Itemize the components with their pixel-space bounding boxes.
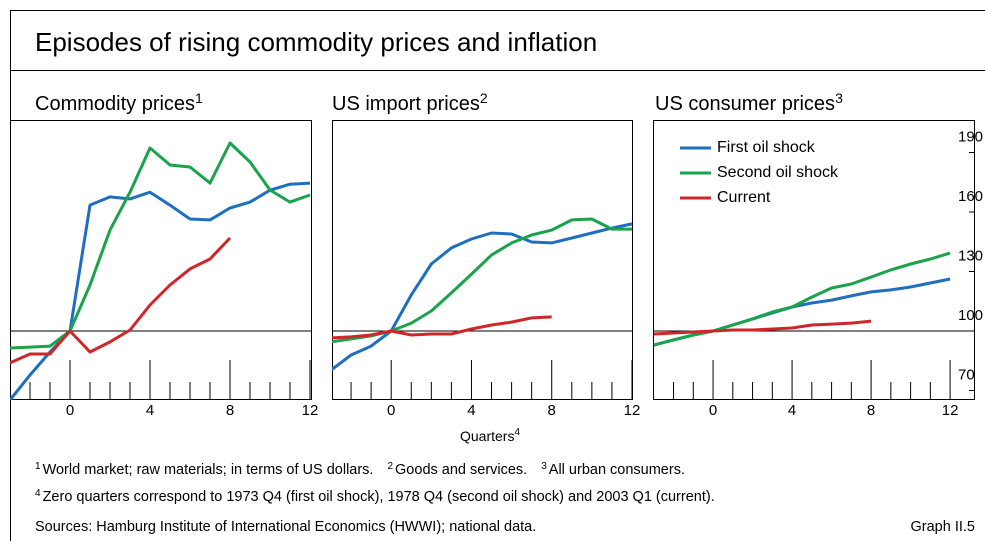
panel: US consumer prices3 0 4 8 12 70 100 130 160 190 Fi… [653, 90, 983, 419]
footnote-marker: 2 [387, 461, 393, 472]
panel-title-note: 3 [835, 90, 843, 106]
panel: US import prices2 0 4 8 12 [332, 90, 641, 419]
x-tick-label: 4 [146, 402, 154, 419]
series-group [10, 141, 311, 400]
x-tick-label: 0 [66, 402, 74, 419]
series-line [10, 141, 311, 350]
series-group [653, 251, 951, 347]
y-tick-label: 190 [958, 128, 983, 145]
footnote-line: 4 Zero quarters correspond to 1973 Q4 (fi… [35, 488, 715, 505]
x-tick-label: 12 [624, 402, 641, 419]
x-axis-label: Quarters4 [460, 427, 520, 444]
x-label: Quarters [460, 428, 514, 444]
panel-title: Commodity prices1 [35, 90, 203, 116]
footnote-marker: 4 [35, 488, 41, 499]
series-line [332, 222, 633, 372]
x-tick-label: 4 [467, 402, 475, 419]
footnote-text: Zero quarters correspond to 1973 Q4 (fir… [43, 489, 715, 505]
legend-label: First oil shock [717, 139, 816, 156]
series-group [332, 217, 633, 372]
graph-label: Graph II.5 [911, 519, 975, 535]
panel: Commodity prices1 0 4 8 12 [10, 90, 318, 419]
x-tick-label: 12 [302, 402, 319, 419]
plot-area [332, 120, 633, 400]
legend-label: Second oil shock [717, 164, 839, 181]
panel-title-text: US consumer prices [655, 93, 835, 115]
legend-label: Current [717, 189, 771, 206]
panel-title-text: US import prices [332, 93, 480, 115]
footnote-marker: 3 [541, 461, 547, 472]
footnote-line: 1 World market; raw materials; in terms o… [35, 461, 685, 478]
x-tick-label: 4 [788, 402, 796, 419]
panel-title-text: Commodity prices [35, 93, 195, 115]
panel-title-note: 2 [480, 90, 488, 106]
panel-title: US consumer prices3 [655, 90, 843, 116]
y-tick-label: 100 [958, 307, 983, 324]
y-tick-label: 160 [958, 188, 983, 205]
x-tick-label: 0 [709, 402, 717, 419]
footnote-text: All urban consumers. [549, 462, 685, 478]
footnote-text: World market; raw materials; in terms of… [43, 462, 374, 478]
x-tick-label: 0 [387, 402, 395, 419]
x-label-note: 4 [514, 427, 520, 438]
panel-title: US import prices2 [332, 90, 488, 116]
x-tick-label: 12 [942, 402, 959, 419]
series-line [653, 319, 872, 336]
x-tick-label: 8 [867, 402, 875, 419]
y-tick-label: 130 [958, 247, 983, 264]
panel-title-note: 1 [195, 90, 203, 106]
sources: Sources: Hamburg Institute of Internatio… [35, 519, 536, 535]
y-tick-label: 70 [958, 366, 975, 383]
plot-area [10, 120, 312, 400]
series-line [332, 315, 552, 340]
x-tick-label: 8 [226, 402, 234, 419]
figure-title: Episodes of rising commodity prices and … [35, 27, 597, 57]
footnote-marker: 1 [35, 461, 41, 472]
series-line [10, 236, 232, 365]
x-tick-label: 8 [548, 402, 556, 419]
footnote-text: Goods and services. [395, 462, 527, 478]
